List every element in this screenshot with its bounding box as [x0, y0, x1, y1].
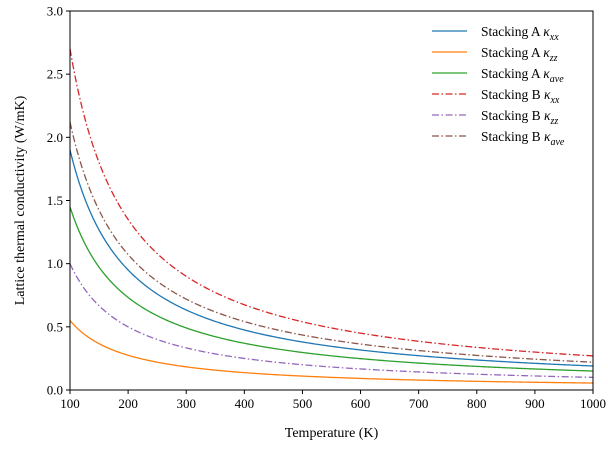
legend-label-3: Stacking A κave [481, 66, 564, 85]
x-tick-label: 500 [293, 396, 313, 411]
legend-label-4: Stacking B κxx [481, 87, 560, 106]
x-tick-label: 600 [351, 396, 371, 411]
axes: 100 200 300 400 500 600 700 800 900 1000 0.0 0.5 1.0… [47, 4, 606, 412]
y-tick-label: 1.0 [47, 256, 63, 271]
y-tick-label: 2.5 [47, 67, 63, 82]
series-line-3 [69, 206, 594, 372]
legend-label-5: Stacking B κzz [481, 108, 558, 127]
series-line-1 [69, 149, 594, 367]
x-tick-label: 400 [235, 396, 255, 411]
y-axis-label: Lattice thermal conductivity (W/mK) [13, 95, 28, 305]
legend-label-6: Stacking B κave [481, 129, 565, 148]
series-line-6 [69, 122, 594, 363]
y-tick-label: 0.0 [47, 383, 63, 398]
x-tick-label: 900 [525, 396, 545, 411]
x-tick-label: 200 [118, 396, 138, 411]
series-line-2 [69, 320, 594, 384]
legend-label-2: Stacking A κzz [481, 45, 558, 64]
series-line-4 [69, 48, 594, 357]
y-tick-label: 2.0 [47, 130, 63, 145]
x-axis-label: Temperature (K) [285, 426, 379, 441]
series-layer [69, 48, 594, 384]
x-tick-label: 300 [176, 396, 196, 411]
legend-label-1: Stacking A κxx [481, 24, 559, 43]
x-tick-label: 700 [409, 396, 429, 411]
x-tick-label: 1000 [580, 396, 606, 411]
y-tick-label: 1.5 [47, 193, 63, 208]
x-tick-label: 100 [60, 396, 80, 411]
y-tick-label: 3.0 [47, 4, 63, 19]
x-tick-label: 800 [467, 396, 487, 411]
legend: Stacking A κxx Stacking A κzz Stacking A κ… [432, 24, 565, 148]
y-tick-label: 0.5 [47, 319, 63, 334]
